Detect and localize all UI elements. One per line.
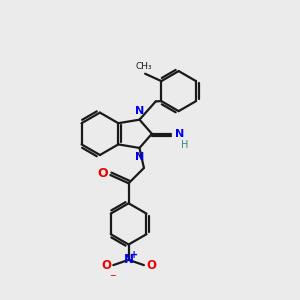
Text: N: N <box>135 152 144 162</box>
Text: O: O <box>146 259 156 272</box>
Text: H: H <box>181 140 189 150</box>
Text: ⁻: ⁻ <box>109 272 116 285</box>
Text: O: O <box>98 167 108 180</box>
Text: N: N <box>175 129 184 139</box>
Text: CH₃: CH₃ <box>135 62 152 71</box>
Text: N: N <box>124 253 134 266</box>
Text: N: N <box>135 106 144 116</box>
Text: O: O <box>101 259 111 272</box>
Text: +: + <box>130 250 138 260</box>
